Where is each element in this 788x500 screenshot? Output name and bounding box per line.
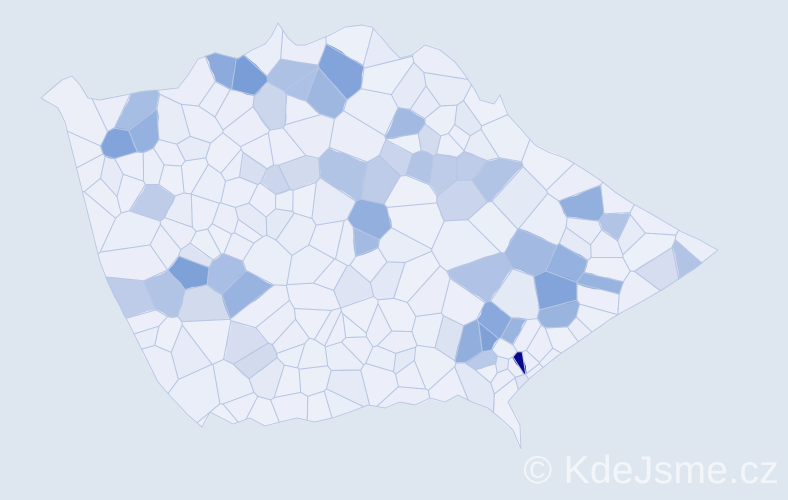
svg-text:© KdeJsme.cz: © KdeJsme.cz bbox=[523, 449, 779, 492]
